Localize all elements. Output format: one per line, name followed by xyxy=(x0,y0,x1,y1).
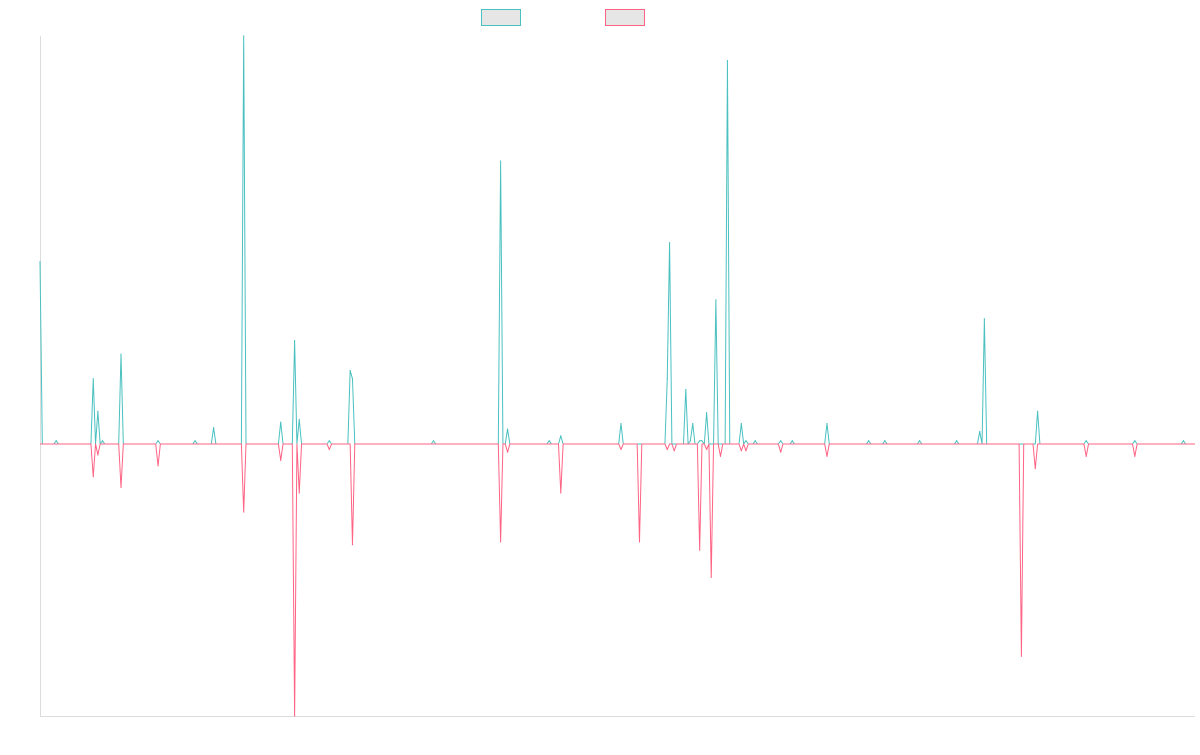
data-point-s1-26[interactable] xyxy=(1034,467,1036,470)
series-line-1 xyxy=(40,443,1195,717)
data-point-s0-45[interactable] xyxy=(1085,440,1087,442)
legend xyxy=(481,9,645,26)
data-point-s0-44[interactable] xyxy=(1037,410,1039,412)
data-point-s0-32[interactable] xyxy=(740,423,742,425)
data-point-s0-7[interactable] xyxy=(194,440,196,442)
data-point-s0-0[interactable] xyxy=(39,261,41,263)
data-point-s1-5[interactable] xyxy=(280,459,282,461)
data-point-s0-25[interactable] xyxy=(692,423,694,425)
data-point-s1-11[interactable] xyxy=(506,451,509,453)
data-point-s0-40[interactable] xyxy=(918,440,921,442)
data-point-s0-3[interactable] xyxy=(97,410,99,412)
data-point-s0-38[interactable] xyxy=(868,440,870,442)
data-point-s0-26[interactable] xyxy=(689,440,692,442)
data-point-s0-28[interactable] xyxy=(699,440,701,442)
data-point-s1-25[interactable] xyxy=(1020,655,1023,657)
data-point-s0-34[interactable] xyxy=(754,440,756,442)
data-point-s0-31[interactable] xyxy=(726,59,729,62)
data-point-s0-13[interactable] xyxy=(328,440,330,442)
legend-swatch-0[interactable] xyxy=(481,9,521,26)
data-point-s0-41[interactable] xyxy=(955,440,958,442)
data-point-s1-12[interactable] xyxy=(560,492,562,494)
legend-swatch-1[interactable] xyxy=(605,9,645,26)
data-point-s0-18[interactable] xyxy=(506,428,509,430)
series-layer xyxy=(39,35,1195,717)
data-point-s0-46[interactable] xyxy=(1134,440,1136,442)
data-point-s1-17[interactable] xyxy=(699,549,701,551)
data-point-s1-15[interactable] xyxy=(666,448,668,451)
data-point-s0-39[interactable] xyxy=(884,440,886,442)
data-point-s0-24[interactable] xyxy=(685,389,687,391)
data-point-s0-4[interactable] xyxy=(101,440,104,442)
data-point-s0-16[interactable] xyxy=(432,440,435,442)
data-point-s0-1[interactable] xyxy=(55,440,57,442)
data-point-s1-7[interactable] xyxy=(298,492,300,494)
data-point-s1-8[interactable] xyxy=(328,448,330,451)
data-point-s0-19[interactable] xyxy=(548,440,550,442)
data-point-s1-2[interactable] xyxy=(120,486,122,489)
data-point-s1-24[interactable] xyxy=(826,455,828,457)
data-point-s0-17[interactable] xyxy=(500,160,502,162)
data-point-s0-35[interactable] xyxy=(780,440,782,442)
data-point-s0-42[interactable] xyxy=(979,430,981,433)
data-point-s1-1[interactable] xyxy=(97,454,99,456)
data-point-s1-19[interactable] xyxy=(710,576,712,578)
data-point-s1-6[interactable] xyxy=(294,715,296,717)
data-point-s1-14[interactable] xyxy=(638,541,641,543)
data-point-s0-12[interactable] xyxy=(298,418,300,421)
data-point-s1-27[interactable] xyxy=(1085,455,1087,457)
data-point-s1-9[interactable] xyxy=(351,544,354,546)
data-point-s1-20[interactable] xyxy=(719,455,722,457)
data-point-s1-21[interactable] xyxy=(740,450,742,452)
data-point-s0-6[interactable] xyxy=(157,440,159,442)
data-point-s0-10[interactable] xyxy=(280,421,282,423)
data-point-s1-23[interactable] xyxy=(780,451,782,453)
data-point-s0-5[interactable] xyxy=(120,353,122,355)
data-point-s0-27[interactable] xyxy=(706,412,708,414)
data-point-s0-37[interactable] xyxy=(826,423,828,425)
data-point-s0-2[interactable] xyxy=(92,378,94,380)
data-point-s0-21[interactable] xyxy=(620,423,622,425)
data-point-s0-9[interactable] xyxy=(243,35,245,37)
series-line-0 xyxy=(39,35,1195,445)
data-point-s1-4[interactable] xyxy=(243,511,245,513)
data-point-s0-43[interactable] xyxy=(983,318,985,320)
data-point-s0-15[interactable] xyxy=(351,378,354,380)
data-point-s1-16[interactable] xyxy=(673,450,675,452)
data-point-s0-11[interactable] xyxy=(294,340,296,342)
data-point-s0-22[interactable] xyxy=(666,378,668,380)
data-point-s1-22[interactable] xyxy=(745,450,747,452)
data-point-s0-23[interactable] xyxy=(668,242,671,244)
data-point-s0-20[interactable] xyxy=(560,435,562,437)
data-point-s0-33[interactable] xyxy=(745,440,747,442)
data-point-s0-29[interactable] xyxy=(701,440,703,442)
data-point-s0-47[interactable] xyxy=(1182,440,1185,442)
data-point-s1-13[interactable] xyxy=(620,448,622,451)
data-point-s0-14[interactable] xyxy=(349,369,351,372)
data-point-s0-36[interactable] xyxy=(791,440,793,442)
data-point-s1-18[interactable] xyxy=(706,448,708,451)
data-point-s0-30[interactable] xyxy=(715,299,717,301)
data-point-s1-0[interactable] xyxy=(92,476,94,478)
data-point-s1-10[interactable] xyxy=(500,541,502,543)
data-point-s1-3[interactable] xyxy=(157,465,159,467)
data-point-s1-28[interactable] xyxy=(1134,455,1136,457)
data-point-s0-8[interactable] xyxy=(213,427,215,429)
